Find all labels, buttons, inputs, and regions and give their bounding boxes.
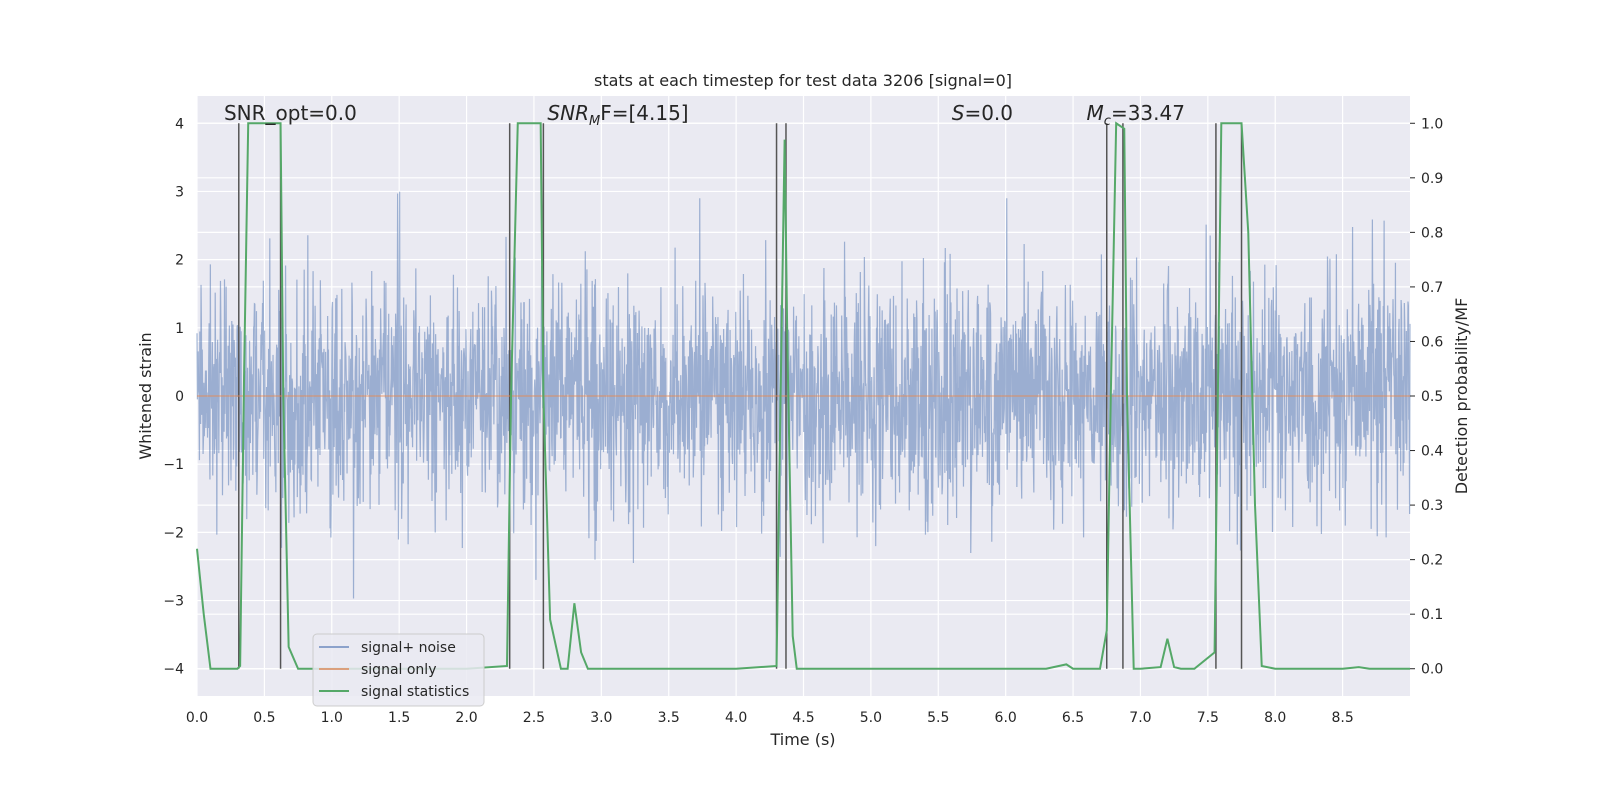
chart-title: stats at each timestep for test data 320… <box>594 71 1012 90</box>
x-tick-label: 5.5 <box>927 710 949 726</box>
y-right-tick-label: 0.4 <box>1421 444 1443 460</box>
y-left-tick-label: −1 <box>163 457 184 473</box>
x-tick-label: 3.5 <box>658 710 680 726</box>
x-tick-label: 0.5 <box>253 710 275 726</box>
annotation-rest: =0.0 <box>964 101 1013 125</box>
annotation-main: M <box>1087 101 1104 125</box>
y-left-tick-label: 4 <box>175 116 184 132</box>
y-left-tick-label: 3 <box>175 184 184 200</box>
series-line-signal-statistics <box>196 121 1410 670</box>
x-tick-label: 8.0 <box>1264 710 1286 726</box>
legend-label: signal only <box>361 662 436 678</box>
x-tick-label: 2.5 <box>523 710 545 726</box>
y-left-tick-label: −2 <box>163 525 184 541</box>
annotation: Mc=33.47 <box>1087 101 1185 129</box>
y-left-tick-label: −4 <box>163 662 184 678</box>
y-left-axis-label: Whitened strain <box>136 332 155 459</box>
x-tick-label: 1.5 <box>388 710 410 726</box>
y-left-tick-label: 1 <box>175 321 184 337</box>
y-right-tick-label: 0.0 <box>1421 662 1443 678</box>
legend-box <box>312 633 485 707</box>
annotation-rest: F=[4.15] <box>600 101 688 125</box>
y-right-tick-label: 1.0 <box>1421 116 1443 132</box>
y-left-tick-labels: −4 −3 −2 −1 0 1 2 3 4 <box>163 116 184 677</box>
y-right-axis-label: Detection probability/MF <box>1452 298 1471 495</box>
y-right-tick-label: 0.2 <box>1421 553 1443 569</box>
legend: signal+ noise signal only signal statistic… <box>312 633 485 707</box>
x-tick-label: 7.0 <box>1129 710 1151 726</box>
x-tick-label: 4.0 <box>725 710 747 726</box>
annotation-main: SNR <box>547 101 589 125</box>
series-signal-noise <box>196 191 1411 599</box>
annotations: SNR_opt=0.0 SNRMF=[4.15] S=0.0 Mc=33.47 <box>224 101 1185 129</box>
annotation: S=0.0 <box>952 101 1013 125</box>
x-tick-label: 4.5 <box>792 710 814 726</box>
y-left-tick-label: 2 <box>175 253 184 269</box>
annotation-sub: M <box>589 114 600 129</box>
y-right-tick-labels: 0.0 0.1 0.2 0.3 0.4 0.5 0.6 0.7 0.8 0.9 1.0 <box>1410 116 1443 678</box>
x-tick-label: 6.0 <box>995 710 1017 726</box>
x-tick-label: 1.0 <box>321 710 343 726</box>
y-right-tick-label: 0.9 <box>1421 171 1443 187</box>
x-tick-label: 8.5 <box>1331 710 1353 726</box>
annotation-sub: c <box>1104 114 1111 129</box>
y-right-tick-label: 0.6 <box>1421 334 1443 350</box>
y-right-tick-label: 0.5 <box>1421 389 1443 405</box>
x-tick-label: 0.0 <box>186 710 208 726</box>
x-tick-label: 3.0 <box>590 710 612 726</box>
legend-label: signal+ noise <box>361 640 456 656</box>
y-right-tick-label: 0.8 <box>1421 225 1443 241</box>
annotation-main: S <box>952 101 965 125</box>
series-lines <box>196 121 1410 670</box>
y-right-tick-label: 0.3 <box>1421 498 1443 514</box>
x-tick-label: 6.5 <box>1062 710 1084 726</box>
annotation-rest: =33.47 <box>1111 101 1185 125</box>
annotation: SNRMF=[4.15] <box>547 101 688 129</box>
y-right-tick-label: 0.7 <box>1421 280 1443 296</box>
y-left-tick-label: 0 <box>175 389 184 405</box>
series-line-signal-noise <box>196 191 1411 599</box>
x-tick-labels: 0.0 0.5 1.0 1.5 2.0 2.5 3.0 3.5 4.0 4.5 5.0 5.5 6.0 6… <box>186 710 1354 726</box>
x-axis-label: Time (s) <box>769 730 835 749</box>
x-tick-label: 5.0 <box>860 710 882 726</box>
x-tick-label: 7.5 <box>1197 710 1219 726</box>
y-right-tick-label: 0.1 <box>1421 607 1443 623</box>
legend-label: signal statistics <box>361 684 469 700</box>
y-left-tick-label: −3 <box>163 594 184 610</box>
x-tick-label: 2.0 <box>455 710 477 726</box>
annotation: SNR_opt=0.0 <box>224 101 357 125</box>
